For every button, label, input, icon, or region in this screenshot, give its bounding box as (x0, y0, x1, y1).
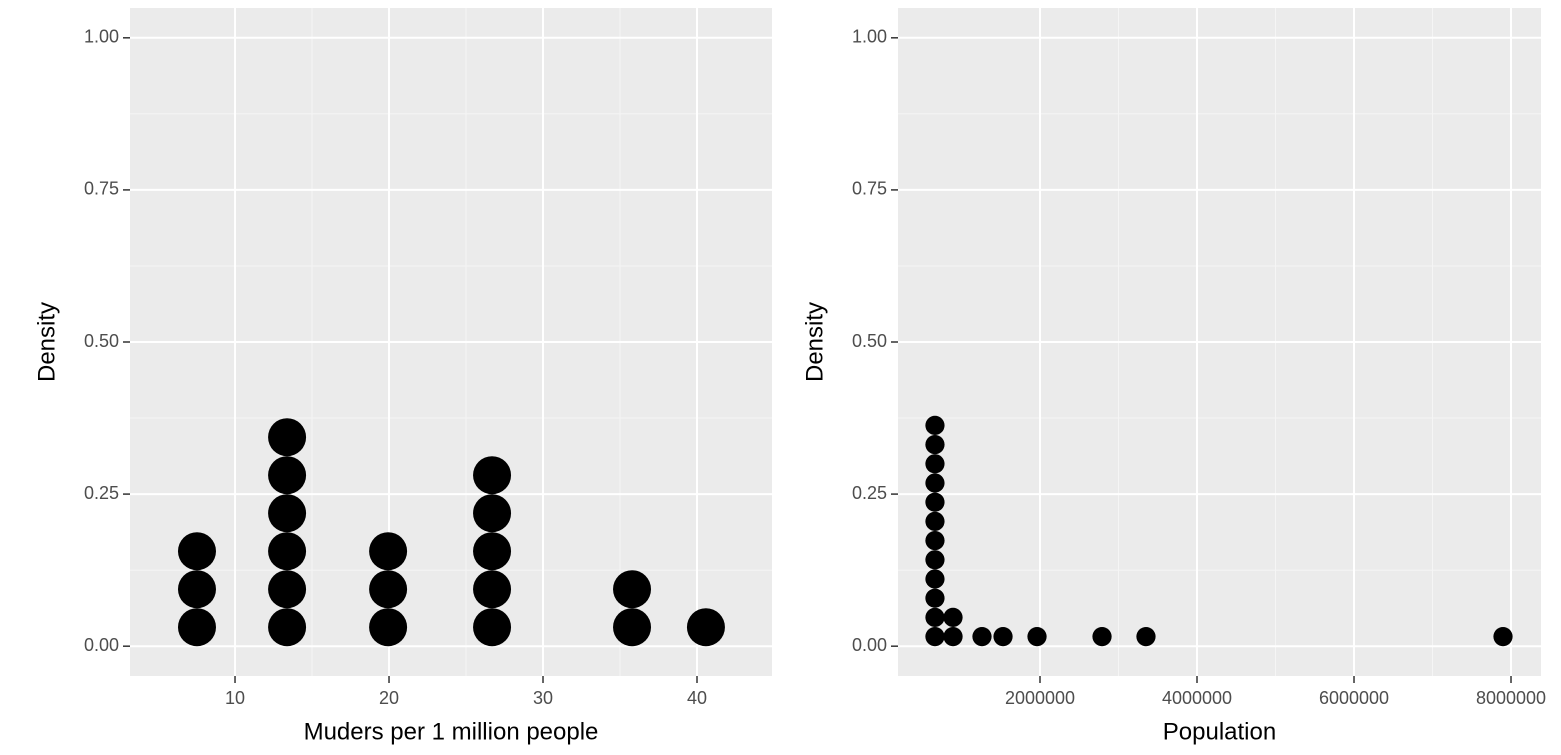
dot (1493, 626, 1513, 647)
x-tick-label: 10 (225, 688, 245, 708)
dot (613, 608, 652, 647)
x-tick-label: 6000000 (1319, 688, 1389, 708)
dot (268, 570, 307, 609)
y-tick-label: 0.00 (84, 635, 119, 655)
y-axis-title: Density (801, 302, 828, 382)
dot (177, 532, 216, 571)
dot (925, 550, 945, 570)
dot (369, 608, 408, 647)
dot (925, 569, 945, 589)
x-tick-label: 20 (379, 688, 399, 708)
x-tick-label: 30 (533, 688, 553, 708)
x-tick-label: 2000000 (1005, 688, 1075, 708)
dot (925, 626, 945, 647)
dot (925, 492, 945, 512)
y-tick-label: 0.75 (852, 179, 887, 199)
x-tick-label: 8000000 (1476, 688, 1546, 708)
y-tick-label: 1.00 (852, 27, 887, 47)
dot (473, 608, 512, 647)
dot (268, 418, 307, 457)
dot (473, 570, 512, 609)
dot (473, 494, 512, 533)
dot (613, 570, 652, 609)
dot (925, 588, 945, 608)
dot (1027, 626, 1047, 647)
y-tick-label: 0.25 (84, 483, 119, 503)
dot (1136, 626, 1156, 647)
dot (177, 608, 216, 647)
x-axis-title: Population (1163, 718, 1276, 745)
dot (993, 626, 1013, 647)
dot (925, 607, 945, 627)
dot (1092, 626, 1112, 647)
dot (925, 530, 945, 551)
y-tick-label: 0.75 (84, 179, 119, 199)
dot (925, 454, 945, 474)
dot (369, 532, 408, 571)
y-tick-label: 0.25 (852, 483, 887, 503)
x-tick-label: 4000000 (1162, 688, 1232, 708)
dot (268, 456, 307, 495)
dot (369, 570, 408, 609)
y-tick-label: 0.00 (852, 635, 887, 655)
dot (473, 456, 512, 495)
dot (925, 511, 945, 531)
y-tick-label: 0.50 (852, 331, 887, 351)
dot (177, 570, 216, 609)
dot (925, 415, 945, 435)
dot (943, 626, 963, 647)
dot (268, 608, 307, 647)
dot (268, 494, 307, 533)
dot (686, 608, 725, 647)
x-tick-label: 40 (687, 688, 707, 708)
dot (473, 532, 512, 571)
x-axis-title: Muders per 1 million people (304, 718, 599, 745)
dot (943, 607, 963, 627)
dot (268, 532, 307, 571)
dot (925, 473, 945, 493)
dot (925, 434, 945, 455)
y-axis-title: Density (33, 302, 60, 382)
dot (972, 626, 992, 647)
y-tick-label: 0.50 (84, 331, 119, 351)
y-tick-label: 1.00 (84, 27, 119, 47)
